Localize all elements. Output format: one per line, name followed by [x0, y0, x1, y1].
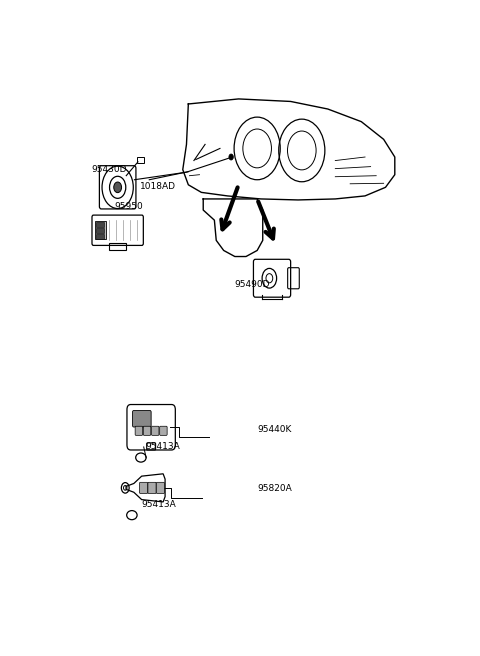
Circle shape	[229, 154, 233, 160]
Text: 95440K: 95440K	[257, 425, 291, 434]
Text: 95413A: 95413A	[142, 500, 177, 509]
Text: 95413A: 95413A	[145, 442, 180, 451]
FancyBboxPatch shape	[144, 426, 151, 436]
FancyBboxPatch shape	[132, 411, 151, 427]
FancyBboxPatch shape	[96, 228, 104, 233]
FancyBboxPatch shape	[156, 482, 165, 493]
Text: 1018AD: 1018AD	[140, 182, 176, 191]
FancyBboxPatch shape	[95, 221, 106, 239]
Text: 95490D: 95490D	[235, 280, 270, 289]
FancyBboxPatch shape	[140, 482, 148, 493]
Text: 95430D: 95430D	[92, 165, 127, 174]
FancyBboxPatch shape	[148, 482, 156, 493]
Text: 95950: 95950	[114, 202, 143, 211]
FancyBboxPatch shape	[96, 222, 104, 226]
Circle shape	[114, 182, 121, 193]
FancyBboxPatch shape	[135, 426, 143, 436]
FancyBboxPatch shape	[152, 426, 159, 436]
FancyBboxPatch shape	[96, 234, 104, 239]
FancyBboxPatch shape	[160, 426, 167, 436]
Text: 95820A: 95820A	[257, 484, 292, 493]
